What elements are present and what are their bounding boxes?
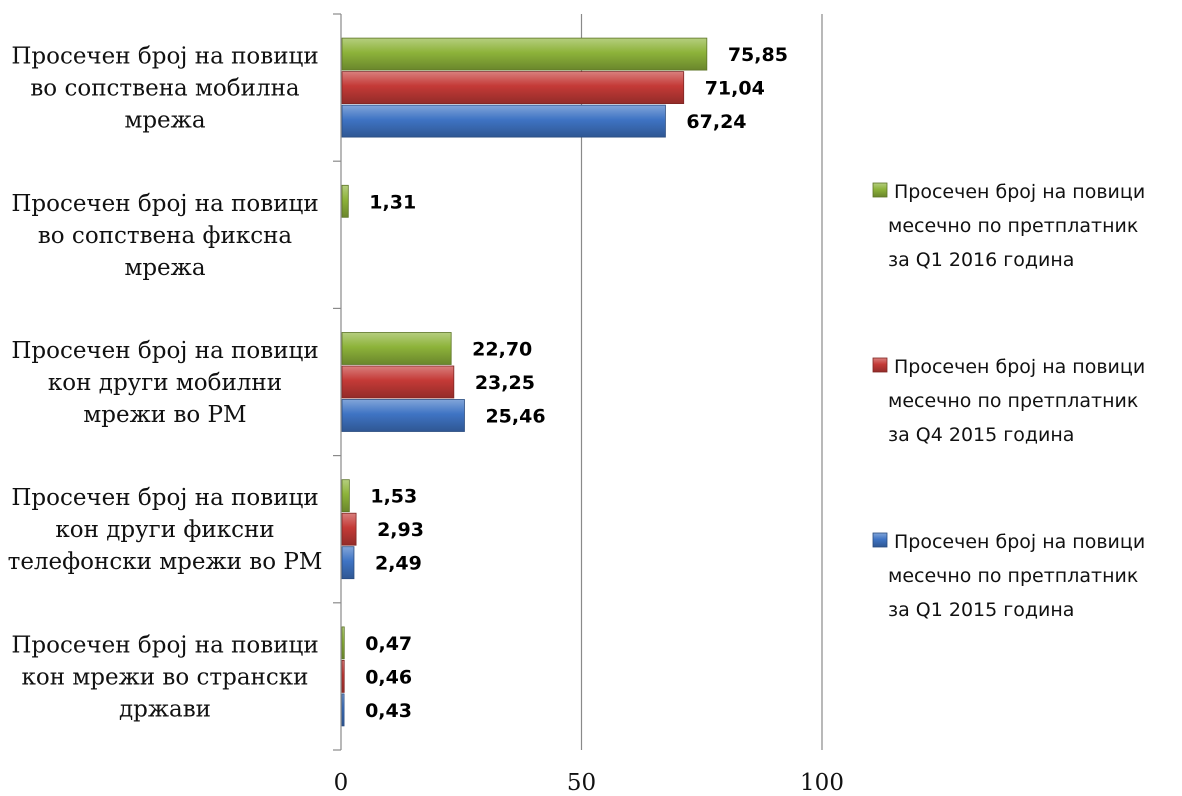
category-label-line: Просечен број на повици: [11, 191, 318, 217]
bar: [341, 399, 465, 432]
legend-label: Просечен број на повици месечно по претпл…: [888, 181, 1145, 271]
data-label: 22,70: [472, 339, 532, 361]
category-label-line: во сопствена фиксна: [38, 223, 293, 249]
category-label: Просечен број на повици во сопствена фикс…: [11, 191, 318, 281]
category-label-line: Просечен број на повици: [11, 632, 318, 658]
data-label: 2,49: [375, 553, 422, 575]
bars: [341, 37, 708, 727]
data-label: 75,85: [728, 44, 788, 66]
category-label-line: во сопствена мобилна: [30, 76, 300, 102]
category-label: Просечен број на повици кон други фиксни т…: [8, 485, 323, 575]
data-label: 23,25: [475, 372, 535, 394]
category-label-line: кон други фиксни: [55, 517, 274, 543]
bar: [341, 693, 345, 727]
category-label: Просечен број на повици кон други мобилни…: [11, 338, 318, 428]
legend-label-line: месечно по претплатник: [888, 565, 1138, 587]
data-label: 0,47: [365, 633, 412, 655]
bar: [341, 512, 357, 546]
bar: [341, 71, 685, 104]
bar: [341, 184, 349, 218]
data-label: 1,31: [369, 191, 416, 213]
bar: [341, 660, 345, 693]
x-tick-label: 0: [334, 770, 349, 796]
axes: 0 50 100: [333, 13, 844, 796]
legend-label: Просечен број на повици месечно по претпл…: [888, 531, 1145, 621]
category-label-line: Просечен број на повици: [11, 338, 318, 364]
legend-label-line: Просечен број на повици: [894, 181, 1145, 203]
data-label: 2,93: [377, 519, 424, 541]
category-label-line: Просечен број на повици: [11, 44, 318, 70]
bar: [341, 365, 455, 399]
bar: [341, 479, 350, 513]
data-label: 71,04: [705, 78, 765, 100]
category-label-line: мрежа: [124, 255, 205, 281]
category-label: Просечен број на повици кон мрежи во стра…: [11, 632, 318, 722]
legend-label-line: Просечен број на повици: [894, 531, 1145, 553]
data-label: 0,43: [365, 700, 412, 722]
category-label-line: Просечен број на повици: [11, 485, 318, 511]
x-tick-label: 50: [567, 770, 596, 796]
category-labels: Просечен број на повици во сопствена моби…: [8, 44, 323, 723]
legend-label-line: за Q1 2015 година: [888, 599, 1074, 621]
legend-label-line: за Q1 2016 година: [888, 249, 1074, 271]
category-label-line: кон други мобилни: [48, 370, 282, 396]
data-labels: 75,85 71,04 67,24 1,31 22,70 23,25 25,46 1,53 2,…: [365, 44, 788, 722]
category-label-line: кон мрежи во странски: [22, 664, 309, 690]
bar: [341, 546, 355, 580]
category-label-line: мрежа: [124, 108, 205, 134]
category-label-line: мрежи во РМ: [83, 402, 246, 428]
legend-label-line: за Q4 2015 година: [888, 424, 1074, 446]
data-label: 67,24: [686, 111, 746, 133]
x-tick-label: 100: [800, 770, 844, 796]
bar: [341, 104, 666, 138]
legend-label-line: месечно по претплатник: [888, 215, 1138, 237]
bar: [341, 626, 345, 660]
category-label-line: држави: [119, 696, 211, 722]
category-label-line: телефонски мрежи во РМ: [8, 549, 323, 575]
bar: [341, 37, 708, 71]
data-label: 0,46: [365, 666, 412, 688]
bar: [341, 332, 452, 365]
legend-swatch: [872, 182, 888, 198]
data-label: 1,53: [370, 486, 417, 508]
category-label: Просечен број на повици во сопствена моби…: [11, 44, 318, 134]
legend: Просечен број на повици месечно по претпл…: [872, 181, 1145, 621]
legend-label-line: месечно по претплатник: [888, 390, 1138, 412]
legend-swatch: [872, 532, 888, 548]
data-label: 25,46: [485, 406, 545, 428]
legend-swatch: [872, 357, 888, 373]
legend-label: Просечен број на повици месечно по претпл…: [888, 356, 1145, 446]
legend-label-line: Просечен број на повици: [894, 356, 1145, 378]
